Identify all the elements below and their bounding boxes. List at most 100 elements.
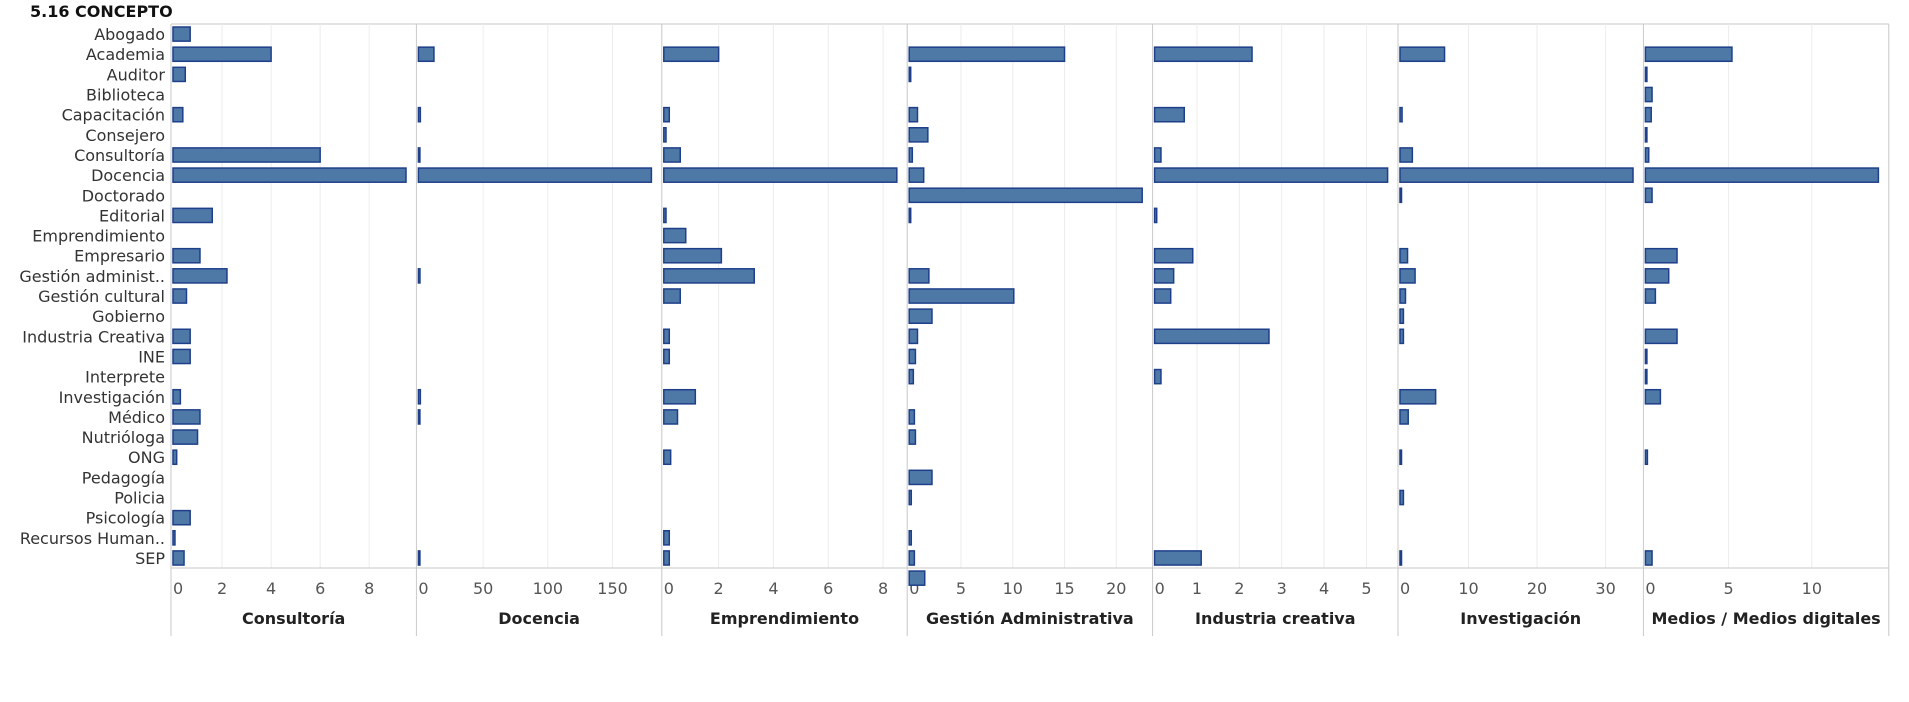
bar-gesti-n-administrativa <box>908 288 1015 304</box>
tick-label: 6 <box>823 579 833 598</box>
tick-label: 10 <box>1802 579 1822 598</box>
bar-docencia <box>417 167 653 183</box>
category-label: Auditor <box>107 65 166 84</box>
bar-industria-creativa <box>1153 207 1158 224</box>
tick-label: 0 <box>664 579 674 598</box>
bar-consultor-a <box>172 550 185 566</box>
bar-investigaci-n <box>1399 106 1403 123</box>
category-label: Capacitación <box>62 106 165 125</box>
category-label: Editorial <box>99 206 165 225</box>
tick-label: 150 <box>597 579 628 598</box>
bar-emprendimiento <box>663 227 687 244</box>
bar-docencia <box>417 106 422 123</box>
category-label: Biblioteca <box>86 86 165 105</box>
tick-label: 4 <box>768 579 778 598</box>
bar-emprendimiento <box>663 46 720 63</box>
tick-label: 30 <box>1595 579 1615 598</box>
tick-label: 1 <box>1192 579 1202 598</box>
bar-emprendimiento <box>663 348 671 365</box>
bar-consultor-a <box>172 167 407 183</box>
category-label: Emprendimiento <box>32 227 165 246</box>
bar-gesti-n-administrativa <box>908 530 913 546</box>
bar-emprendimiento <box>663 530 671 546</box>
bar-gesti-n-administrativa <box>908 207 912 224</box>
bar-emprendimiento <box>663 167 898 183</box>
bar-emprendimiento <box>663 550 671 566</box>
bar-medios-medios-digitales <box>1644 46 1733 63</box>
bar-medios-medios-digitales <box>1644 288 1657 304</box>
bar-gesti-n-administrativa <box>908 187 1143 204</box>
tick-label: 8 <box>364 579 374 598</box>
category-label: Recursos Human.. <box>20 529 165 548</box>
bar-industria-creativa <box>1153 550 1202 566</box>
bar-investigaci-n <box>1399 167 1634 183</box>
bar-docencia <box>417 147 421 163</box>
bar-medios-medios-digitales <box>1644 147 1650 163</box>
category-label: Gestión cultural <box>38 287 165 306</box>
bar-medios-medios-digitales <box>1644 449 1649 466</box>
bar-medios-medios-digitales <box>1644 106 1652 123</box>
bar-investigaci-n <box>1399 288 1407 304</box>
bar-medios-medios-digitales <box>1644 167 1880 183</box>
bar-consultor-a <box>172 530 176 546</box>
bar-gesti-n-administrativa <box>908 268 930 284</box>
category-label: Gobierno <box>92 307 165 326</box>
bar-industria-creativa <box>1153 268 1175 284</box>
bar-emprendimiento <box>663 268 756 284</box>
bar-medios-medios-digitales <box>1644 388 1662 405</box>
bar-gesti-n-administrativa <box>908 489 913 506</box>
bar-industria-creativa <box>1153 147 1162 163</box>
bar-emprendimiento <box>663 127 667 143</box>
bar-consultor-a <box>172 247 201 264</box>
bar-consultor-a <box>172 449 178 466</box>
category-label: Industria Creativa <box>22 327 165 346</box>
category-label: Médico <box>108 408 165 427</box>
bar-emprendimiento <box>663 288 681 304</box>
tick-label: 100 <box>533 579 564 598</box>
panel-title: Investigación <box>1460 609 1581 628</box>
tick-label: 2 <box>1234 579 1244 598</box>
bar-consultor-a <box>172 268 228 284</box>
bar-gesti-n-administrativa <box>908 328 919 345</box>
bar-gesti-n-administrativa <box>908 429 917 445</box>
bar-investigaci-n <box>1399 449 1403 466</box>
bar-consultor-a <box>172 106 184 123</box>
bar-medios-medios-digitales <box>1644 86 1653 103</box>
bar-medios-medios-digitales <box>1644 127 1648 143</box>
bar-investigaci-n <box>1399 187 1403 204</box>
bar-gesti-n-administrativa <box>908 368 915 385</box>
bar-docencia <box>417 46 435 63</box>
category-label: Investigación <box>59 388 165 407</box>
category-label: Gestión administ.. <box>19 267 165 286</box>
bar-gesti-n-administrativa <box>908 348 917 365</box>
bar-consultor-a <box>172 288 188 304</box>
bar-gesti-n-administrativa <box>908 570 926 586</box>
category-label: Consejero <box>85 126 165 145</box>
bar-industria-creativa <box>1153 106 1186 123</box>
bar-medios-medios-digitales <box>1644 268 1670 284</box>
bar-investigaci-n <box>1399 388 1437 405</box>
bar-emprendimiento <box>663 409 679 425</box>
bar-consultor-a <box>172 348 191 365</box>
bar-gesti-n-administrativa <box>908 308 933 325</box>
bar-industria-creativa <box>1153 46 1253 63</box>
bar-docencia <box>417 409 421 425</box>
tick-label: 6 <box>315 579 325 598</box>
tick-label: 4 <box>1319 579 1329 598</box>
bar-consultor-a <box>172 26 191 42</box>
panel-title: Consultoría <box>242 609 345 628</box>
tick-label: 2 <box>217 579 227 598</box>
tick-label: 20 <box>1106 579 1126 598</box>
bar-gesti-n-administrativa <box>908 409 916 425</box>
tick-label: 5 <box>1724 579 1734 598</box>
bar-emprendimiento <box>663 207 667 224</box>
bar-gesti-n-administrativa <box>908 167 925 183</box>
bar-medios-medios-digitales <box>1644 247 1678 264</box>
tick-label: 0 <box>1645 579 1655 598</box>
bar-industria-creativa <box>1153 247 1194 264</box>
tick-label: 10 <box>1003 579 1023 598</box>
bar-emprendimiento <box>663 247 723 264</box>
tick-label: 4 <box>266 579 276 598</box>
bar-docencia <box>417 550 421 566</box>
